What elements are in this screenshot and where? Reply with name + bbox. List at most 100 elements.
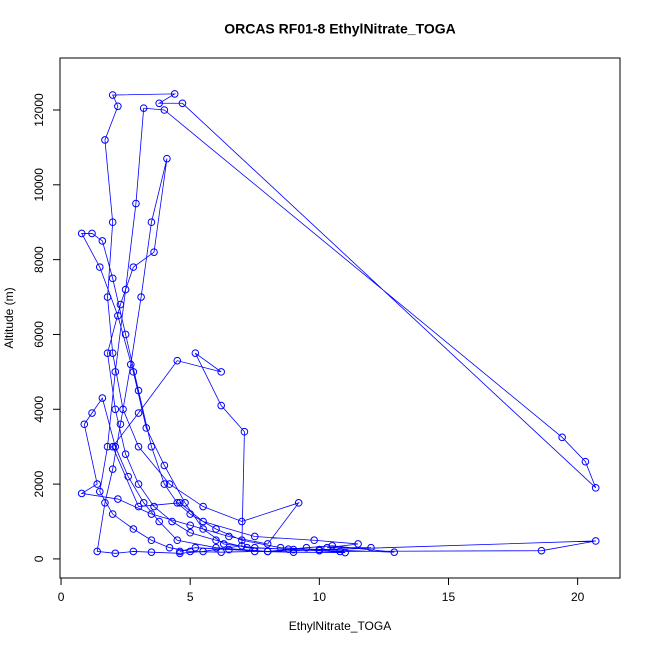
data-point <box>114 495 122 503</box>
data-point <box>134 386 143 395</box>
data-point <box>155 99 163 108</box>
data-point <box>147 548 156 556</box>
data-point <box>168 517 176 526</box>
data-point <box>98 394 107 402</box>
data-point <box>147 218 156 227</box>
data-point <box>225 532 233 541</box>
data-point <box>160 106 169 114</box>
data-point <box>250 543 259 552</box>
data-point <box>132 199 140 208</box>
data-point <box>108 349 117 357</box>
data-point <box>142 424 151 432</box>
data-point <box>108 91 117 99</box>
x-tick-label: 20 <box>571 590 585 604</box>
data-point <box>186 547 194 556</box>
data-point <box>238 517 246 526</box>
data-point <box>108 274 117 283</box>
x-axis-label: EthylNitrate_TOGA <box>289 619 391 633</box>
data-point <box>178 99 187 108</box>
data-point <box>581 457 590 466</box>
x-tick-label: 5 <box>187 590 194 604</box>
data-point <box>124 472 132 481</box>
y-axis-label: Altitude (m) <box>2 287 16 348</box>
data-point <box>558 433 566 442</box>
data-point <box>191 543 200 552</box>
data-point <box>139 499 148 507</box>
x-tick-label: 15 <box>442 590 456 604</box>
data-point <box>101 499 109 507</box>
plot-frame <box>59 57 621 579</box>
data-point <box>165 480 174 488</box>
data-point <box>129 368 138 376</box>
data-point <box>199 517 207 526</box>
x-tick-label: 0 <box>58 590 65 604</box>
data-point <box>186 528 194 537</box>
data-point <box>93 480 101 488</box>
data-point <box>341 548 349 557</box>
data-point <box>250 547 259 556</box>
data-point <box>294 499 303 507</box>
data-point <box>165 543 174 552</box>
data-point <box>240 427 249 436</box>
data-point <box>354 540 362 548</box>
data-point <box>160 461 169 470</box>
data-point <box>134 502 143 511</box>
y-tick-label: 12000 <box>32 93 46 127</box>
data-point <box>108 218 117 227</box>
data-point <box>121 330 130 339</box>
chart-title: ORCAS RF01-8 EthylNitrate_TOGA <box>224 21 456 37</box>
data-point <box>367 543 375 552</box>
data-point <box>80 420 89 429</box>
data-point <box>129 525 138 533</box>
data-point <box>250 532 259 541</box>
data-point <box>103 293 112 301</box>
data-point <box>173 356 182 365</box>
data-point <box>88 229 96 238</box>
data-point <box>103 349 112 357</box>
data-point <box>212 543 220 552</box>
data-point <box>147 442 156 451</box>
data-point <box>323 543 331 552</box>
data-point <box>139 104 148 112</box>
data-point <box>217 368 225 376</box>
data-point <box>147 510 156 518</box>
y-tick-label: 6000 <box>32 321 46 348</box>
data-point <box>126 360 135 369</box>
data-point <box>114 102 122 111</box>
data-point <box>111 368 120 376</box>
data-point <box>217 548 225 556</box>
data-point <box>108 465 117 473</box>
data-point <box>199 502 207 511</box>
data-point <box>591 537 600 545</box>
data-point <box>108 510 117 518</box>
data-point <box>217 401 225 410</box>
data-point <box>95 263 104 271</box>
data-point <box>134 409 143 417</box>
data-point <box>238 536 246 545</box>
data-point <box>173 499 182 507</box>
data-point <box>88 409 96 417</box>
data-point <box>276 543 285 552</box>
data-point <box>134 480 143 488</box>
x-tick-label: 10 <box>313 590 327 604</box>
data-point <box>390 548 399 556</box>
data-point <box>121 285 130 294</box>
data-point <box>310 536 318 545</box>
data-point <box>98 237 107 245</box>
data-line <box>80 93 597 554</box>
data-point <box>191 349 200 357</box>
data-point <box>199 525 207 533</box>
data-point <box>212 536 220 545</box>
data-point <box>95 487 104 496</box>
y-tick-label: 10000 <box>32 168 46 202</box>
data-point <box>77 229 86 238</box>
data-point <box>225 545 233 554</box>
data-point <box>108 442 117 451</box>
data-point <box>186 521 194 530</box>
data-point <box>289 545 298 554</box>
data-point <box>137 293 145 301</box>
data-point <box>212 525 220 533</box>
data-point <box>116 420 125 429</box>
data-point <box>103 442 112 451</box>
data-point <box>328 542 337 550</box>
